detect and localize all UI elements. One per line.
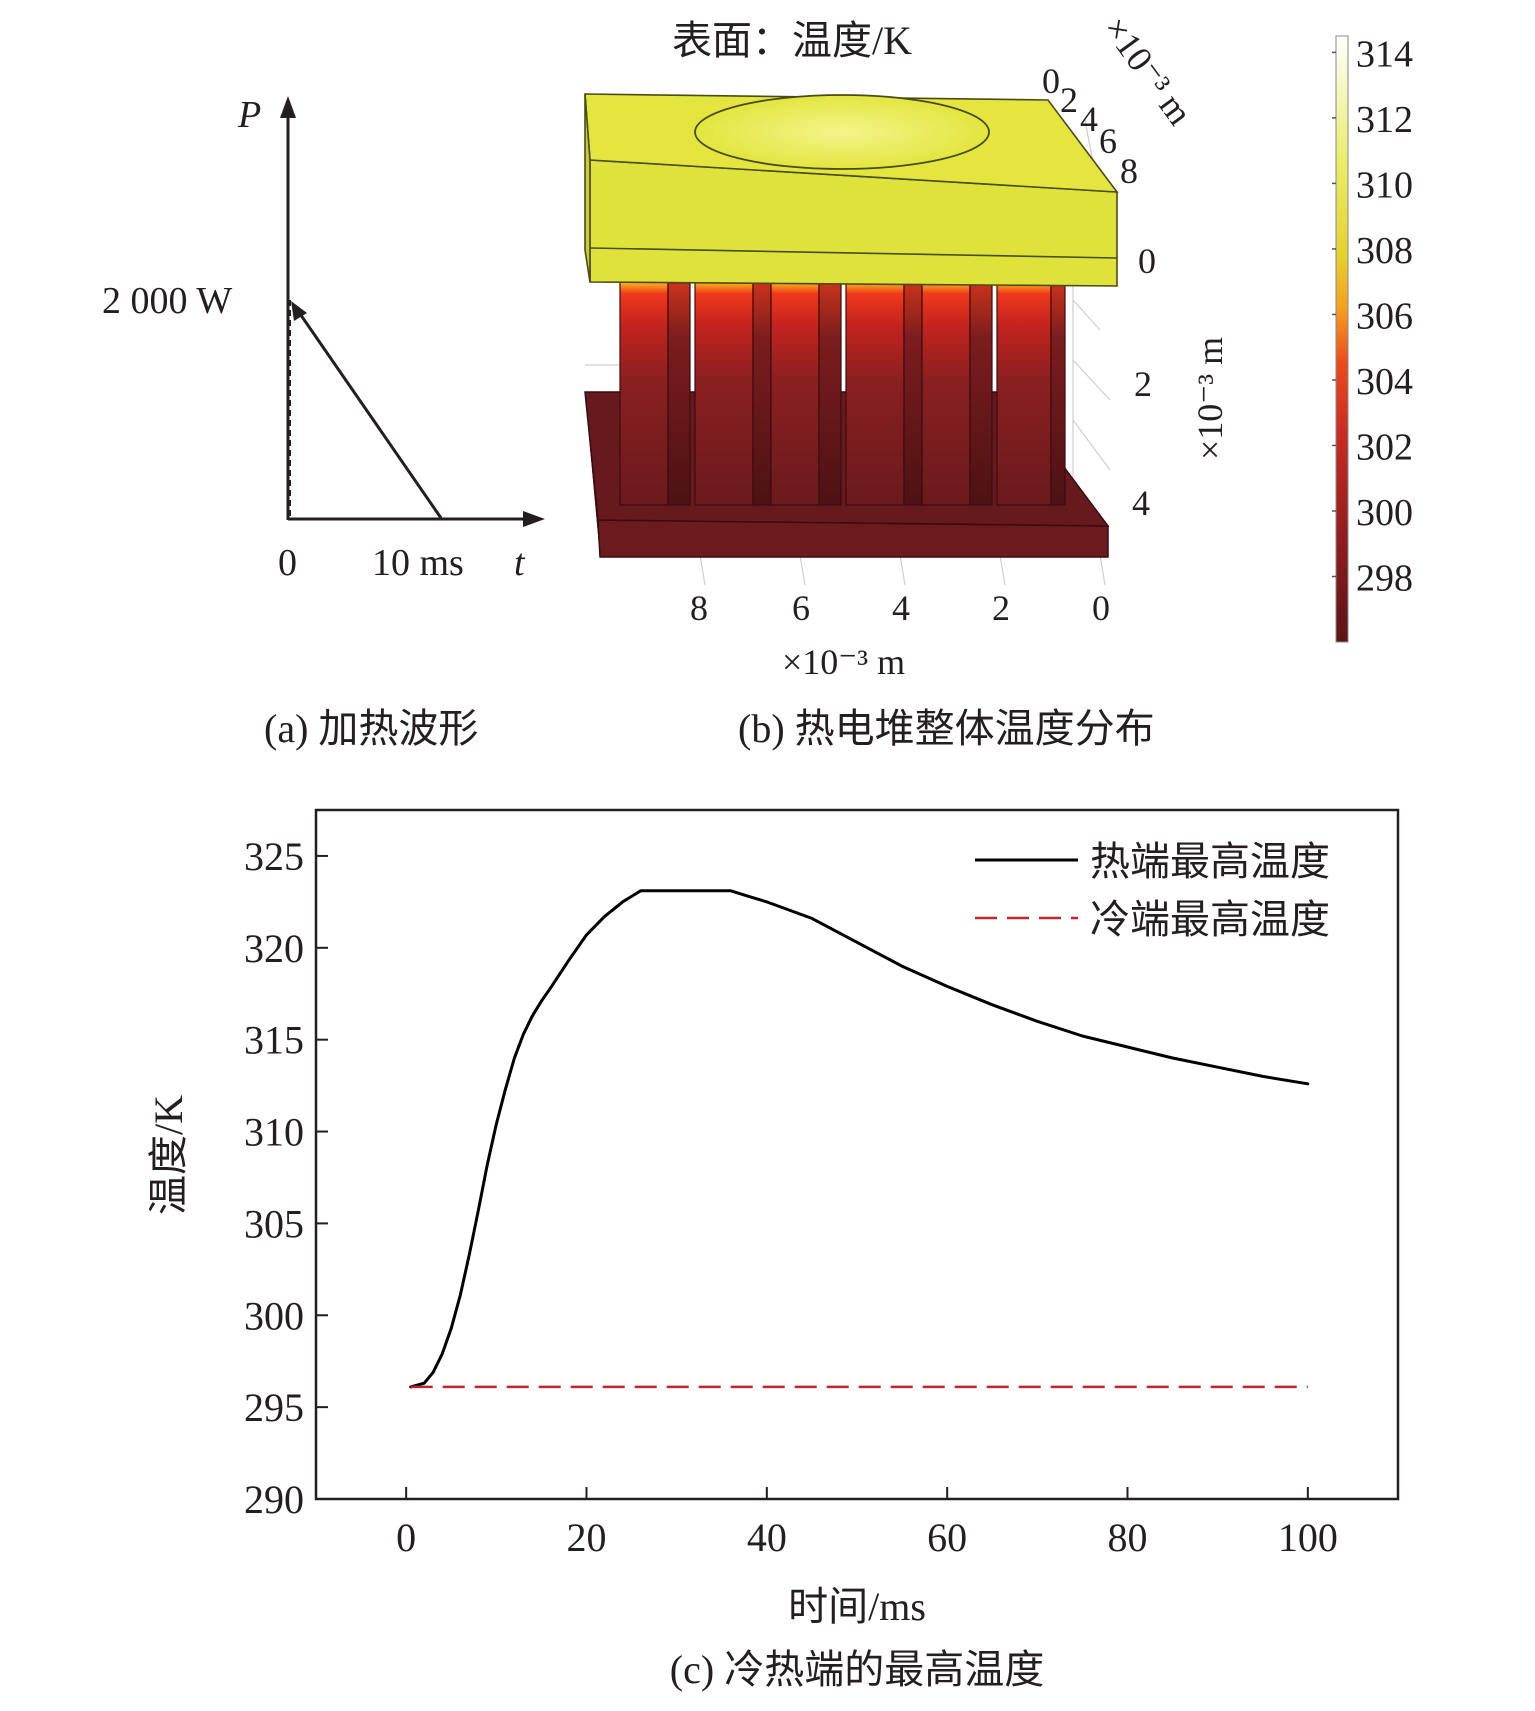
panel-a-waveform-ramp [294,307,443,519]
plot-frame [314,808,1400,1501]
colorbar-tick-label: 298 [1356,557,1413,599]
panel-b-colorbar-gradient [1335,35,1349,643]
panel-b-thermoelectric-legs [619,279,1066,506]
panel-b-leg [996,279,1052,506]
panel-b-horizontal-axis-ticks: 8 6 4 2 0 ×10⁻³ m [690,588,1110,682]
panel-a-y-axis-arrow [280,96,296,118]
panel-b-depth-unit: ×10⁻³ m [1096,9,1201,132]
panel-b-depth-tick: 2 [1060,80,1078,120]
panel-b-leg [619,279,669,506]
panel-b-horizontal-tick: 2 [992,588,1010,628]
colorbar-tick-label: 312 [1356,99,1413,141]
y-axis-label: 温度/K [146,1095,191,1215]
series-layer [409,889,1310,1389]
panel-b-vertical-tick: 2 [1134,364,1152,404]
panel-b-horizontal-tick: 6 [792,588,810,628]
panel-b-colorbar: 314 312 310 308 306 304 302 300 298 [1332,33,1413,643]
panel-a-waveform-arrowhead [291,301,307,321]
panel-b-horizontal-tick: 0 [1092,588,1110,628]
panel-b-hot-top-plate [584,93,1119,287]
panel-b-depth-tick: 6 [1099,121,1117,161]
panel-a-end-time-label: 10 ms [372,542,464,584]
panel-b-leg [845,279,905,506]
x-tick-label: 40 [747,1515,787,1560]
x-tick-label: 80 [1108,1515,1148,1560]
x-axis-ticks: 0 20 40 60 80 100 [396,1487,1338,1560]
colorbar-tick-label: 310 [1356,164,1413,206]
panel-b-vertical-tick: 0 [1138,241,1156,281]
y-tick-label: 315 [244,1018,304,1063]
panel-c-chart: 0 20 40 60 80 100 290 295 300 305 310 315 320 325 热端… [146,808,1400,1692]
x-axis-label: 时间/ms [788,1584,926,1629]
panel-b-horizontal-unit: ×10⁻³ m [782,642,905,682]
panel-b-depth-tick: 8 [1120,151,1138,191]
y-tick-label: 310 [244,1110,304,1155]
panel-a-peak-label: 2 000 W [102,280,232,322]
panel-a-origin-label: 0 [278,542,297,584]
colorbar-tick-label: 314 [1356,33,1413,75]
series-hot-end-line [409,889,1310,1389]
legend-label-cold: 冷端最高温度 [1090,897,1330,942]
x-tick-label: 0 [396,1515,416,1560]
panel-b-horizontal-tick: 8 [690,588,708,628]
panel-b-depth-tick: 0 [1042,61,1060,101]
panel-b-vertical-tick: 4 [1132,483,1150,523]
panel-a-x-axis-arrow [523,511,545,527]
panel-c-caption: (c) 冷热端的最高温度 [670,1647,1044,1692]
y-tick-label: 300 [244,1293,304,1338]
panel-b-depth-tick: 4 [1080,99,1098,139]
legend: 热端最高温度 冷端最高温度 [975,839,1330,942]
x-tick-label: 100 [1278,1515,1338,1560]
panel-b-leg [694,279,754,506]
colorbar-tick-label: 300 [1356,492,1413,534]
panel-a-y-symbol: P [237,94,261,136]
panel-b-thermopile-temperature: 表面：温度/K [584,9,1413,751]
panel-a-caption: (a) 加热波形 [264,706,478,751]
x-tick-label: 60 [927,1515,967,1560]
panel-b-leg [921,279,971,506]
y-tick-label: 320 [244,926,304,971]
panel-b-vertical-unit: ×10⁻³ m [1190,337,1230,460]
y-tick-label: 295 [244,1385,304,1430]
panel-a-heating-waveform: P 2 000 W 0 10 ms t (a) 加热波形 [102,94,545,751]
y-tick-label: 325 [244,834,304,879]
panel-b-caption: (b) 热电堆整体温度分布 [738,706,1155,751]
panel-b-vertical-axis-ticks: 0 2 4 ×10⁻³ m [1132,241,1230,523]
colorbar-tick-label: 308 [1356,230,1413,272]
legend-label-hot: 热端最高温度 [1090,839,1330,884]
panel-b-hot-spot [694,94,990,170]
colorbar-tick-label: 306 [1356,295,1413,337]
panel-b-title: 表面：温度/K [672,18,912,63]
colorbar-tick-label: 302 [1356,426,1413,468]
panel-b-colorbar-ticks: 314 312 310 308 306 304 302 300 298 [1332,33,1413,599]
y-tick-label: 305 [244,1201,304,1246]
y-tick-label: 290 [244,1477,304,1522]
colorbar-tick-label: 304 [1356,361,1413,403]
panel-a-x-symbol: t [514,542,526,584]
x-tick-label: 20 [567,1515,607,1560]
panel-b-hot-plate-side [584,93,591,283]
panel-b-horizontal-tick: 4 [892,588,910,628]
panel-b-leg [770,279,820,506]
y-axis-ticks: 290 295 300 305 310 315 320 325 [244,834,328,1522]
